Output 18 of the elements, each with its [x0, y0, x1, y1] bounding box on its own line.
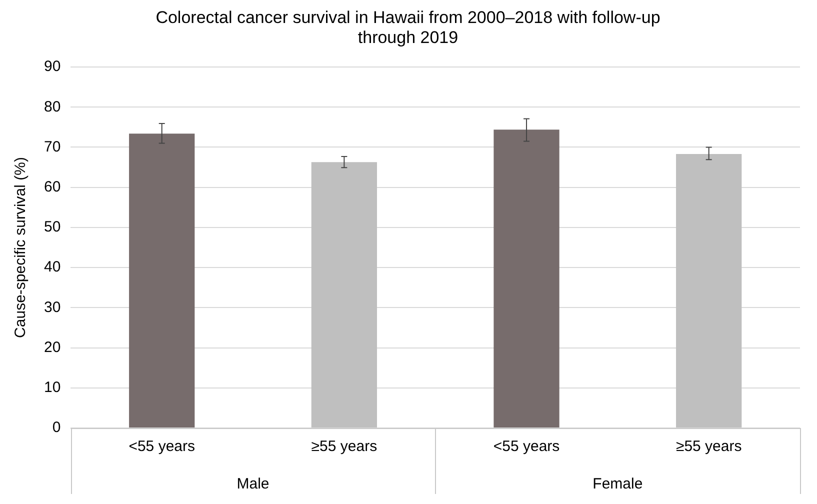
- chart-title: Colorectal cancer survival in Hawaii from 2000–2018 with follow-up through 2019: [154, 8, 662, 48]
- x-tick-label: ≥55 years: [676, 438, 742, 456]
- y-tick-label: 90: [44, 58, 61, 76]
- x-tick-label: ≥55 years: [311, 438, 378, 456]
- y-tick-label: 20: [44, 338, 61, 356]
- y-tick-label: 50: [44, 218, 61, 236]
- x-tick-label: <55 years: [493, 438, 560, 456]
- y-tick-label: 60: [44, 178, 61, 196]
- text: Female: [592, 476, 643, 493]
- y-tick-label: 10: [44, 379, 61, 396]
- y-tick-label: 40: [44, 258, 61, 276]
- y-tick-label: 70: [44, 138, 61, 156]
- y-axis-title: Cause-specific survival (%): [12, 157, 30, 338]
- y-tick-label: 30: [44, 298, 61, 316]
- y-tick-label: 0: [52, 419, 61, 436]
- y-tick-label: 80: [44, 98, 61, 116]
- text: Male: [236, 476, 270, 493]
- x-tick-label: <55 years: [128, 438, 195, 456]
